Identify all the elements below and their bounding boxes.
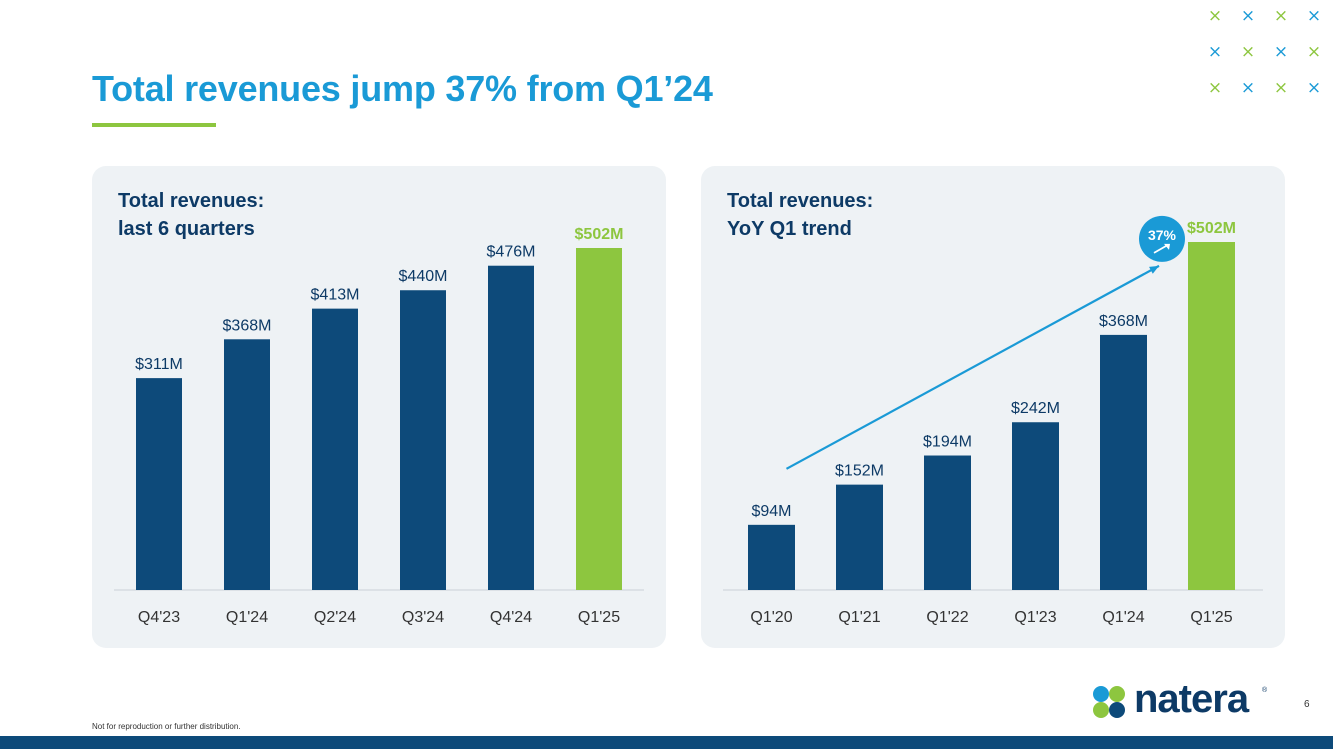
chart-card-yoy-q1-trend: Total revenues: YoY Q1 trend $94M Q1'20 $1… bbox=[701, 166, 1285, 648]
chart-title-line-1: Total revenues: bbox=[727, 190, 874, 212]
bar-value-label: $242M bbox=[1011, 400, 1060, 417]
arrow-head bbox=[1149, 265, 1159, 274]
decorative-cross-icon: × bbox=[1240, 42, 1256, 62]
bar bbox=[224, 339, 270, 590]
bar-value-label: $502M bbox=[575, 226, 624, 243]
growth-trend-arrow bbox=[785, 264, 1160, 470]
decorative-cross-icon: × bbox=[1273, 42, 1289, 62]
bar bbox=[924, 455, 971, 590]
growth-badge-arrow-icon bbox=[1153, 244, 1169, 254]
bar bbox=[400, 290, 446, 590]
bar bbox=[1012, 422, 1059, 590]
bar-value-label: $413M bbox=[311, 287, 360, 304]
decorative-cross-icon: × bbox=[1306, 78, 1322, 98]
x-tick-label: Q1'25 bbox=[578, 609, 620, 626]
x-tick-label: Q1'23 bbox=[1014, 609, 1056, 626]
decorative-cross-icon: × bbox=[1207, 42, 1223, 62]
decorative-cross-icon: × bbox=[1273, 6, 1289, 26]
decorative-cross-icon: × bbox=[1306, 42, 1322, 62]
decorative-cross-icon: × bbox=[1306, 6, 1322, 26]
x-tick-label: Q1'24 bbox=[226, 609, 268, 626]
growth-badge bbox=[1139, 215, 1185, 262]
bar bbox=[1100, 334, 1147, 590]
bar-value-label: $440M bbox=[399, 268, 448, 285]
chart-title-line-2: YoY Q1 trend bbox=[727, 218, 852, 240]
bar-value-label: $152M bbox=[835, 463, 884, 480]
chart-title: Total revenues: last 6 quarters bbox=[118, 187, 264, 243]
logo-wordmark: natera bbox=[1134, 677, 1249, 721]
page-title: Total revenues jump 37% from Q1’24 bbox=[92, 68, 713, 109]
footnote: Not for reproduction or further distribu… bbox=[92, 722, 241, 731]
natera-logo-icon bbox=[1093, 686, 1125, 718]
title-underline bbox=[92, 123, 216, 127]
chart-card-last-6-quarters: Total revenues: last 6 quarters $311M Q4'… bbox=[92, 166, 666, 648]
chart-title-line-1: Total revenues: bbox=[118, 190, 265, 212]
decorative-cross-icon: × bbox=[1207, 6, 1223, 26]
decorative-cross-grid: × × × × × × × × × × × × bbox=[1205, 6, 1329, 102]
x-tick-label: Q1'24 bbox=[1102, 609, 1144, 626]
bar-value-label: $94M bbox=[751, 503, 791, 520]
bar-value-label: $368M bbox=[1099, 313, 1148, 330]
bar bbox=[1188, 242, 1235, 590]
bar bbox=[836, 484, 883, 590]
chart-title: Total revenues: YoY Q1 trend bbox=[727, 187, 873, 243]
decorative-cross-icon: × bbox=[1273, 78, 1289, 98]
page-number: 6 bbox=[1304, 699, 1310, 710]
x-tick-label: Q4'23 bbox=[138, 609, 180, 626]
bar bbox=[576, 248, 622, 590]
bar-chart-last-6-quarters: $311M Q4'23 $368M Q1'24 $413M Q2'24 $440M Q3'24… bbox=[114, 226, 644, 626]
bar bbox=[488, 265, 534, 590]
bar-value-label: $476M bbox=[487, 244, 536, 261]
x-tick-label: Q1'25 bbox=[1190, 609, 1232, 626]
bar-value-label: $502M bbox=[1187, 220, 1236, 237]
chart-title-line-2: last 6 quarters bbox=[118, 218, 255, 240]
decorative-cross-icon: × bbox=[1207, 78, 1223, 98]
bar-value-label: $311M bbox=[135, 356, 183, 373]
x-tick-label: Q3'24 bbox=[402, 609, 444, 626]
bar bbox=[136, 378, 182, 590]
registered-mark: ® bbox=[1262, 687, 1268, 694]
bar-value-label: $368M bbox=[223, 317, 272, 334]
growth-badge-label: 37% bbox=[1148, 227, 1177, 243]
decorative-cross-icon: × bbox=[1240, 78, 1256, 98]
decorative-cross-icon: × bbox=[1240, 6, 1256, 26]
x-tick-label: Q4'24 bbox=[490, 609, 532, 626]
bar-value-label: $194M bbox=[923, 434, 972, 451]
bar bbox=[748, 524, 795, 590]
natera-logo: natera ® bbox=[1090, 677, 1270, 723]
bar bbox=[312, 308, 358, 590]
footer-bar bbox=[0, 736, 1333, 749]
x-tick-label: Q1'21 bbox=[838, 609, 880, 626]
bar-chart-yoy-q1-trend: $94M Q1'20 $152M Q1'21 $194M Q1'22 $242M Q1'23 $… bbox=[723, 215, 1263, 626]
x-tick-label: Q1'22 bbox=[926, 609, 968, 626]
x-tick-label: Q2'24 bbox=[314, 609, 356, 626]
x-tick-label: Q1'20 bbox=[750, 609, 792, 626]
growth-badge-arrow-head bbox=[1164, 243, 1170, 250]
